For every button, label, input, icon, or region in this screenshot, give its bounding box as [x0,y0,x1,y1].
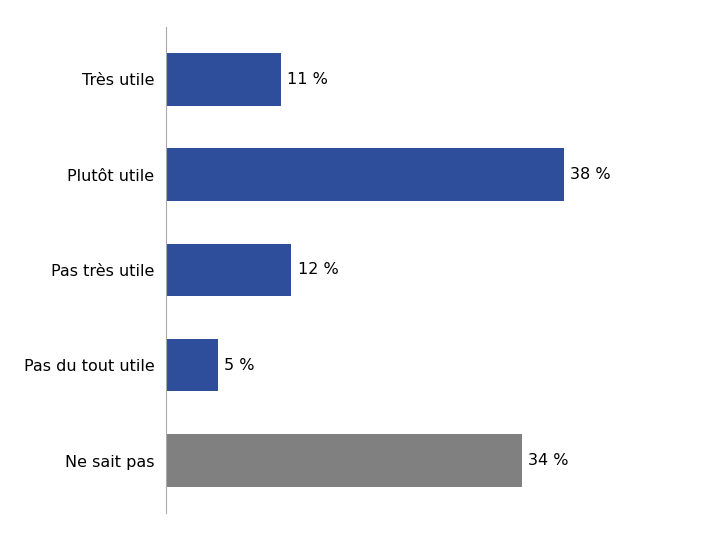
Bar [166,339,218,392]
Text: 34 %: 34 % [528,453,569,468]
Bar [166,53,281,106]
Text: 5 %: 5 % [225,358,255,373]
Text: 12 %: 12 % [298,262,338,278]
Text: 11 %: 11 % [287,72,328,87]
Bar [166,148,564,201]
Text: 38 %: 38 % [570,167,611,182]
Bar [166,244,292,296]
Bar [166,434,522,487]
